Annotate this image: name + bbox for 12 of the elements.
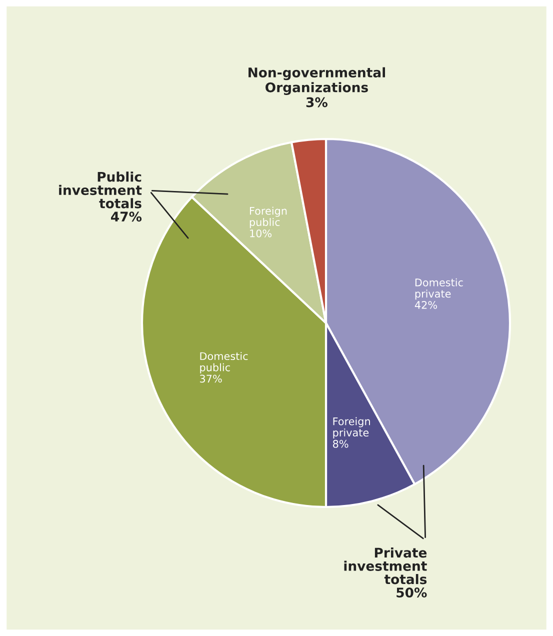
slice-label: Domestic private [415, 278, 463, 300]
slice-label: Domestic public [200, 352, 248, 374]
slice-label: Foreign private [333, 417, 370, 439]
text: Private investment totals 50% [344, 547, 427, 598]
data-label: 42% [414, 301, 437, 309]
data-label: 3% [306, 97, 328, 108]
data-label: 10% [250, 229, 272, 238]
text: Public investment totals 47% [59, 172, 142, 222]
data-label: 8% [332, 440, 348, 448]
data-label: 37% [200, 374, 222, 383]
slice-label: Foreign public [250, 206, 287, 228]
slice-label: Non-governmental Organizations [248, 67, 385, 96]
